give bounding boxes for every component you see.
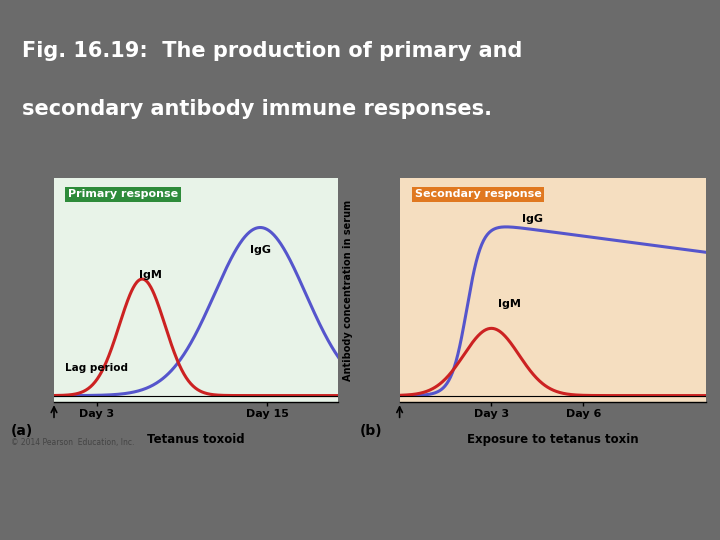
Text: Exposure to tetanus toxin: Exposure to tetanus toxin [467,433,639,446]
Text: Secondary response: Secondary response [415,190,541,199]
Text: © 2014 Pearson  Education, Inc.: © 2014 Pearson Education, Inc. [11,438,134,448]
Text: IgM: IgM [498,299,521,309]
Text: Lag period: Lag period [66,363,128,373]
Text: IgG: IgG [251,245,271,255]
Text: Primary response: Primary response [68,190,179,199]
Text: Tetanus toxoid: Tetanus toxoid [148,433,245,446]
Text: IgM: IgM [140,269,162,280]
Text: IgG: IgG [522,213,543,224]
Text: (b): (b) [360,424,382,438]
Text: Fig. 16.19:  The production of primary and: Fig. 16.19: The production of primary an… [22,41,522,61]
Text: (a): (a) [11,424,33,438]
Text: Antibody concentration in serum: Antibody concentration in serum [343,200,353,381]
Text: secondary antibody immune responses.: secondary antibody immune responses. [22,99,492,119]
